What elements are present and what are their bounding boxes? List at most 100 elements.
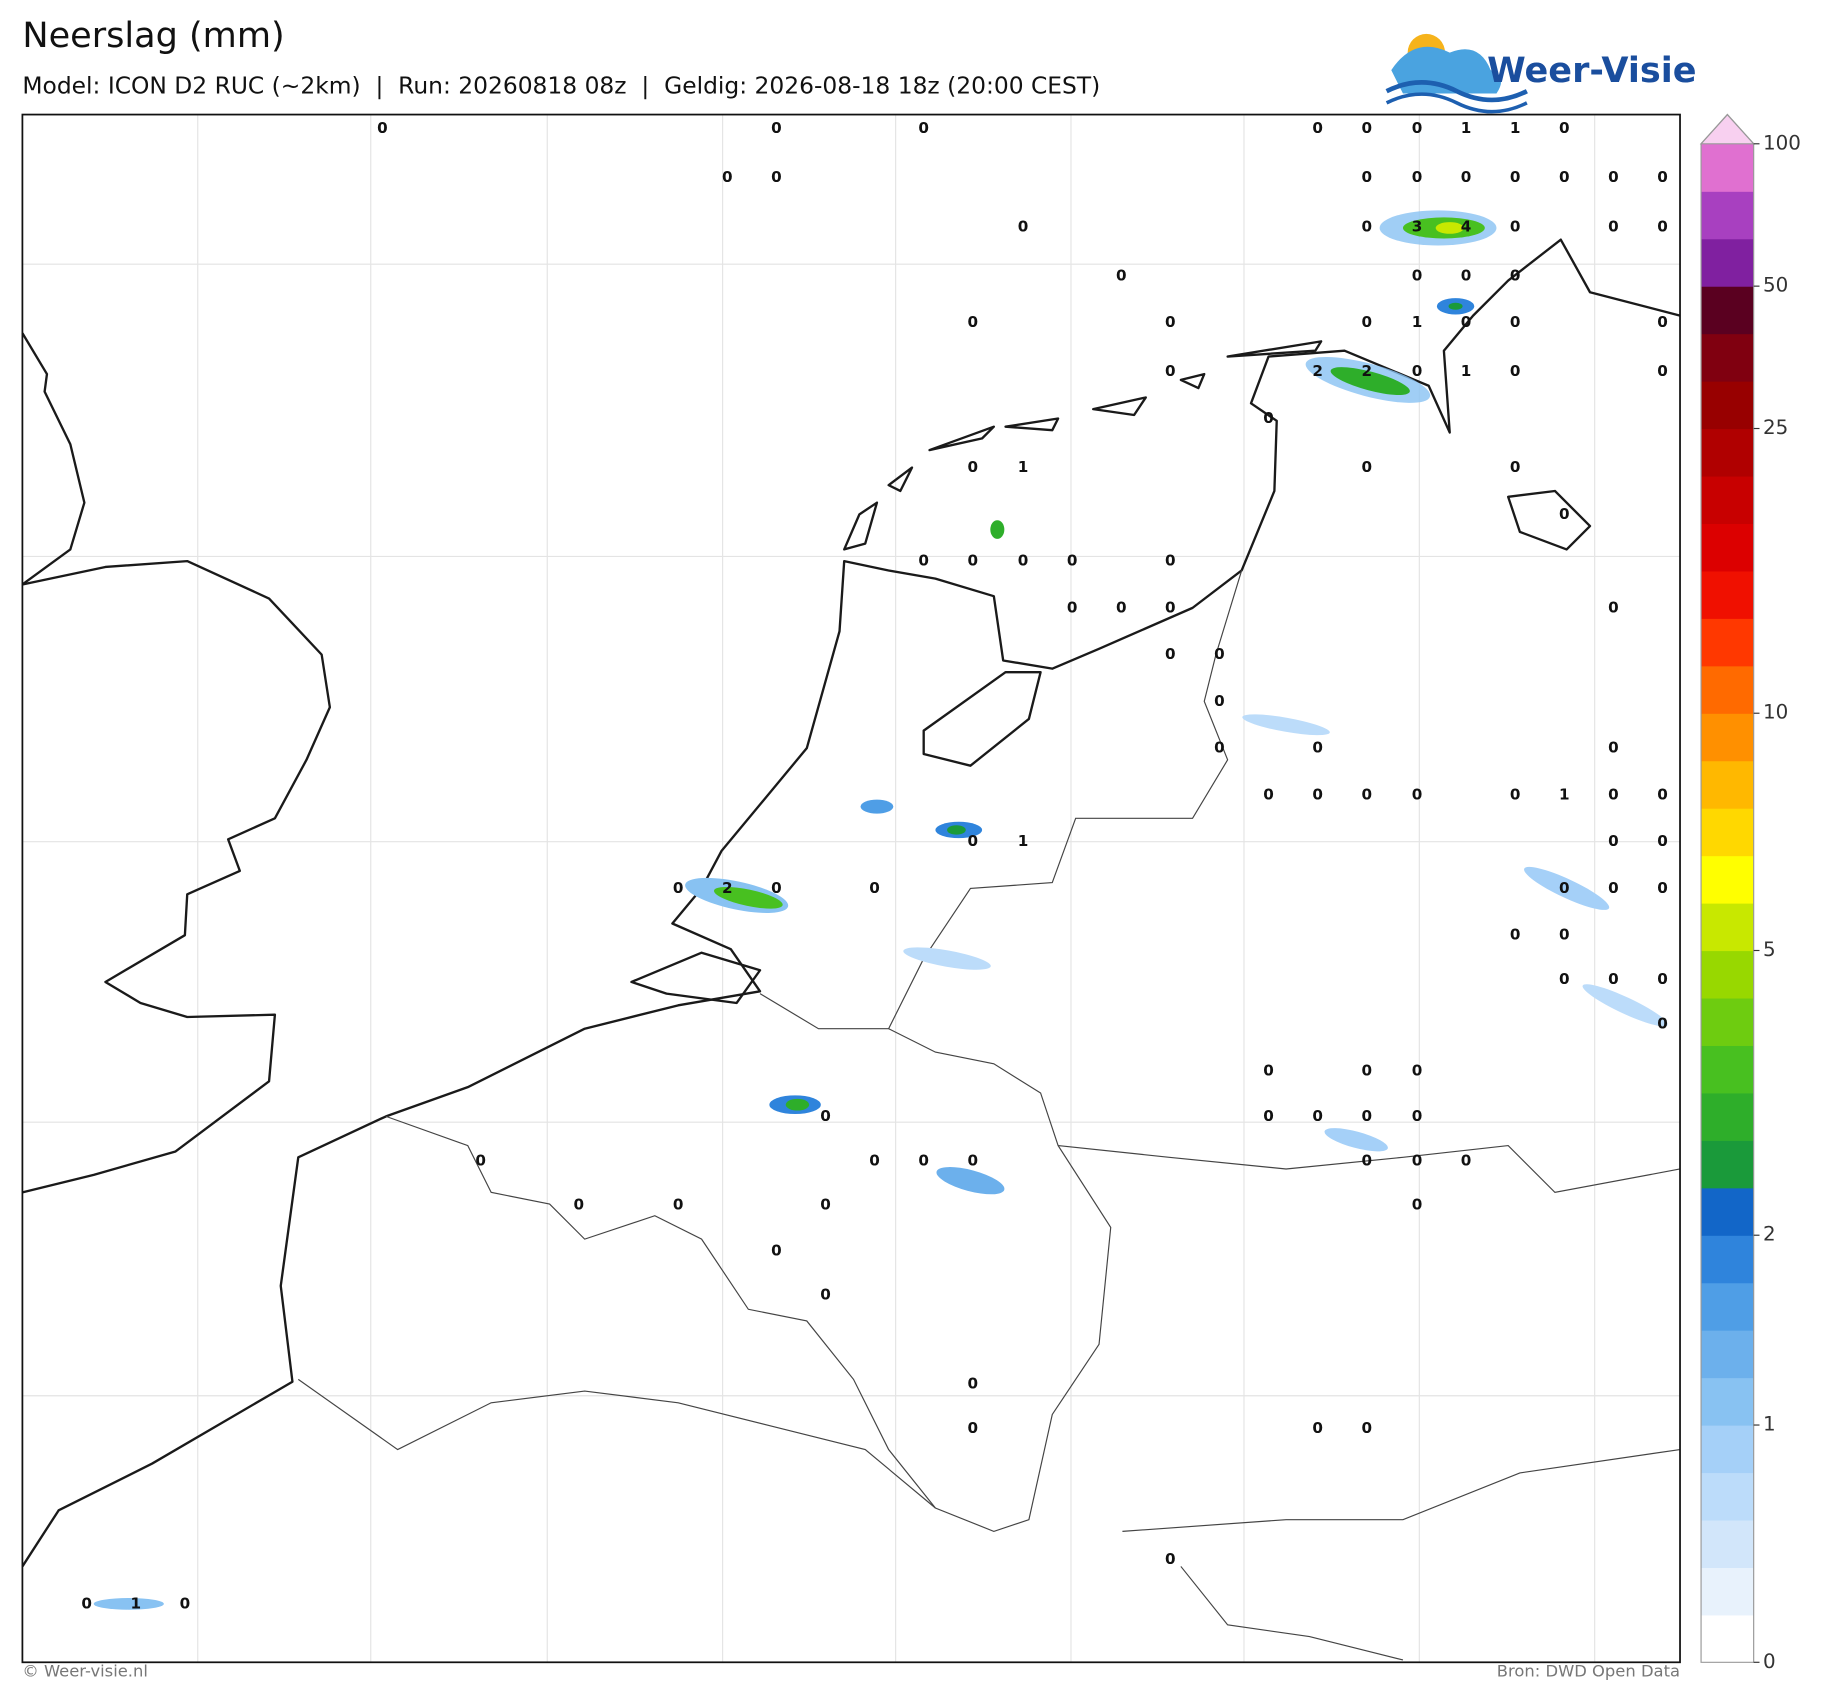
station-value: 0 <box>967 832 978 850</box>
colorbar-segment <box>1701 1614 1754 1663</box>
colorbar-segment <box>1701 428 1754 477</box>
station-values: 0 0 0 0 0 0 1 1 0 0 0 0 0 0 0 0 0 0 0 0 3 4 0 0 0 0 0 0 0 0 0 0 1 0 0 0 0 2 2 0… <box>81 119 1667 1612</box>
colorbar-segment <box>1701 381 1754 430</box>
station-value: 0 <box>1018 552 1029 570</box>
colorbar-extension <box>1699 113 1755 145</box>
station-value: 0 <box>771 119 782 137</box>
colorbar-tick-label: 1 <box>1763 1413 1776 1436</box>
station-value: 0 <box>1608 832 1619 850</box>
station-value: 0 <box>1608 785 1619 803</box>
station-value: 0 <box>820 1286 831 1304</box>
station-value: 0 <box>1412 1107 1423 1125</box>
station-value: 0 <box>1461 266 1472 284</box>
colorbar-segment <box>1701 1187 1754 1236</box>
station-value: 0 <box>1510 168 1521 186</box>
station-value: 0 <box>1312 1107 1323 1125</box>
station-value: 0 <box>1361 119 1372 137</box>
station-value: 0 <box>1559 505 1570 523</box>
station-value: 0 <box>722 168 733 186</box>
station-value: 0 <box>1657 970 1668 988</box>
station-value: 0 <box>1312 785 1323 803</box>
station-value: 0 <box>673 879 684 897</box>
station-value: 1 <box>1412 313 1423 331</box>
station-value: 0 <box>1067 598 1078 616</box>
colorbar-segment <box>1701 665 1754 714</box>
station-value: 0 <box>869 1151 880 1169</box>
colorbar-segment <box>1701 760 1754 809</box>
colorbar-tick-label: 5 <box>1763 938 1776 961</box>
station-value: 0 <box>967 458 978 476</box>
colorbar-segment <box>1701 997 1754 1046</box>
colorbar-tick-label: 25 <box>1763 416 1788 439</box>
precipitation <box>93 210 1668 1610</box>
station-value: 0 <box>1312 1419 1323 1437</box>
colorbar-segment <box>1701 1519 1754 1568</box>
station-value: 0 <box>1312 119 1323 137</box>
station-value: 4 <box>1461 217 1472 235</box>
station-value: 0 <box>1165 362 1176 380</box>
footer-right: Bron: DWD Open Data <box>1497 1661 1680 1680</box>
station-value: 0 <box>1312 739 1323 757</box>
station-value: 0 <box>1214 645 1225 663</box>
station-value: 0 <box>1510 217 1521 235</box>
colorbar-segment <box>1701 808 1754 857</box>
station-value: 0 <box>1559 926 1570 944</box>
footer-left: © Weer-visie.nl <box>22 1661 148 1680</box>
logo-text: Weer-Visie <box>1487 50 1696 91</box>
station-value: 0 <box>918 119 929 137</box>
station-value: 0 <box>1657 1015 1668 1033</box>
colorbar-tick-label: 50 <box>1763 274 1788 297</box>
station-value: 0 <box>1165 313 1176 331</box>
colorbar-segment <box>1701 333 1754 382</box>
station-value: 0 <box>967 1375 978 1393</box>
colorbar-tick-label: 100 <box>1763 131 1801 154</box>
station-value: 0 <box>1657 879 1668 897</box>
station-value: 0 <box>1559 970 1570 988</box>
station-value: 0 <box>1461 168 1472 186</box>
station-value: 0 <box>1361 217 1372 235</box>
station-value: 2 <box>722 879 733 897</box>
station-value: 0 <box>1412 1196 1423 1214</box>
station-value: 0 <box>1657 832 1668 850</box>
station-value: 0 <box>820 1196 831 1214</box>
station-value: 0 <box>1510 313 1521 331</box>
station-value: 0 <box>1412 119 1423 137</box>
station-value: 0 <box>967 1419 978 1437</box>
station-value: 0 <box>1361 1061 1372 1079</box>
colorbar-segment <box>1701 286 1754 335</box>
station-value: 1 <box>1510 119 1521 137</box>
station-value: 0 <box>1657 217 1668 235</box>
coastlines <box>21 238 1681 1568</box>
station-value: 1 <box>1018 832 1029 850</box>
station-value: 0 <box>1165 598 1176 616</box>
borders <box>297 570 1681 1661</box>
station-value: 0 <box>1361 458 1372 476</box>
colorbar-segment <box>1701 1425 1754 1474</box>
station-value: 0 <box>1412 266 1423 284</box>
station-value: 0 <box>869 879 880 897</box>
colorbar-segment <box>1701 1472 1754 1521</box>
station-value: 1 <box>131 1594 142 1612</box>
station-value: 0 <box>1510 458 1521 476</box>
station-value: 0 <box>771 168 782 186</box>
station-value: 0 <box>1510 785 1521 803</box>
station-value: 1 <box>1461 362 1472 380</box>
station-value: 0 <box>1461 313 1472 331</box>
station-value: 0 <box>1361 1151 1372 1169</box>
colorbar-segment <box>1701 238 1754 287</box>
station-value: 0 <box>1608 168 1619 186</box>
station-value: 0 <box>1361 1419 1372 1437</box>
station-value: 3 <box>1412 217 1423 235</box>
station-value: 0 <box>1412 1061 1423 1079</box>
station-value: 0 <box>771 1241 782 1259</box>
station-value: 0 <box>1214 692 1225 710</box>
colorbar-segment <box>1701 713 1754 762</box>
station-value: 0 <box>1559 119 1570 137</box>
station-value: 0 <box>475 1151 486 1169</box>
station-value: 0 <box>1510 266 1521 284</box>
station-value: 0 <box>771 879 782 897</box>
station-value: 0 <box>1361 785 1372 803</box>
station-value: 1 <box>1461 119 1472 137</box>
station-value: 0 <box>1165 645 1176 663</box>
